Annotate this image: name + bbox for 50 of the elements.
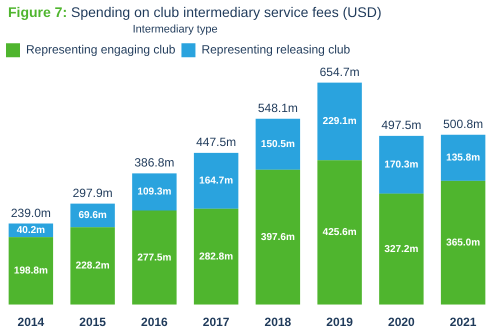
data-label: 69.6m — [78, 210, 107, 222]
x-tick-label: 2016 — [141, 315, 168, 330]
data-label: 425.6m — [322, 227, 357, 238]
bar — [379, 136, 424, 194]
x-tick-label: 2018 — [264, 315, 292, 330]
bar — [256, 118, 300, 170]
data-label: 397.6m — [260, 232, 295, 243]
total-label: 500.8m — [443, 117, 484, 132]
total-label: 297.9m — [72, 186, 113, 200]
total-label: 447.5m — [196, 135, 236, 150]
x-tick-label: 2019 — [326, 315, 354, 330]
bar — [317, 160, 362, 305]
data-label: 365.0m — [446, 237, 480, 248]
legend-label: Representing engaging club — [26, 42, 176, 57]
x-tick-label: 2020 — [388, 315, 416, 330]
x-tick-label: 2017 — [202, 315, 230, 330]
bar — [256, 170, 300, 305]
data-label: 277.5m — [137, 252, 172, 264]
bar — [440, 134, 486, 181]
bar — [194, 208, 238, 305]
data-label: 164.7m — [199, 176, 234, 187]
total-label: 548.1m — [258, 101, 298, 116]
data-label: 327.2m — [384, 244, 418, 255]
total-label: 386.8m — [134, 156, 174, 170]
data-label: 40.2m — [16, 225, 46, 236]
bar — [440, 180, 486, 305]
data-label: 109.3m — [137, 186, 172, 198]
legend-label: Representing releasing club — [201, 42, 351, 57]
data-label: 282.8m — [199, 251, 234, 262]
bar — [70, 227, 115, 305]
data-label: 170.3m — [384, 160, 418, 171]
total-label: 654.7m — [320, 64, 360, 79]
x-tick-label: 2014 — [18, 315, 45, 330]
data-label: 228.2m — [76, 260, 110, 272]
chart-title: Figure 7: Spending on club intermediary service fees (USD) — [8, 4, 382, 20]
data-label: 135.8m — [446, 152, 480, 164]
x-tick-label: 2015 — [79, 315, 106, 330]
data-label: 229.1m — [322, 116, 357, 128]
legend-title: Intermediary type — [132, 24, 218, 36]
x-tick-label: 2021 — [450, 315, 477, 330]
total-label: 497.5m — [381, 118, 422, 132]
total-label: 239.0m — [10, 206, 51, 220]
bar — [8, 237, 54, 305]
data-label: 198.8m — [14, 266, 48, 277]
bar — [194, 152, 238, 209]
bar — [379, 194, 424, 305]
bar — [317, 82, 362, 160]
data-label: 150.5m — [260, 138, 295, 150]
bar — [132, 173, 177, 210]
bar — [132, 210, 177, 305]
